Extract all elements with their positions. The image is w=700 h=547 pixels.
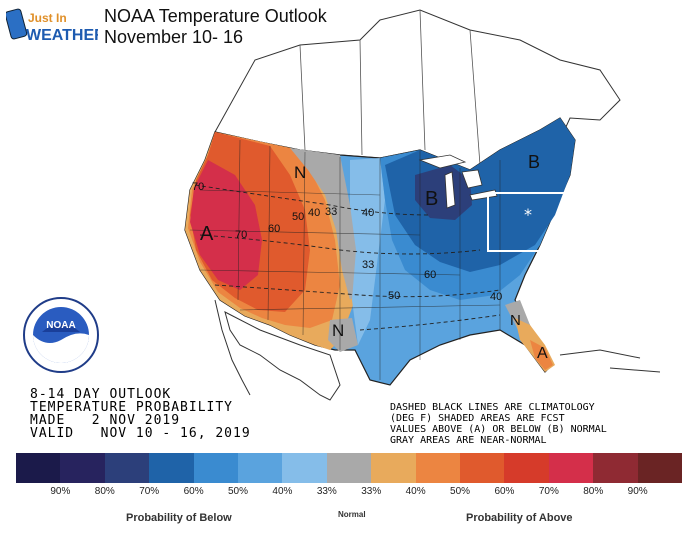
- noaa-seal-icon: NOAA: [23, 297, 99, 373]
- legend-swatch: [326, 453, 372, 483]
- page-title: NOAA Temperature Outlook November 10- 16: [104, 6, 327, 48]
- color-legend: [16, 453, 683, 483]
- legend-swatch: [415, 453, 461, 483]
- legend-swatch: [371, 453, 416, 483]
- above-caption: Probability of Above: [466, 512, 573, 524]
- legend-tick-label: 40%: [405, 486, 426, 497]
- phone-icon: Just In WEATHER: [4, 8, 106, 44]
- label-33b: 33: [362, 259, 374, 271]
- label-40c: 40: [490, 291, 502, 303]
- legend-swatch: [460, 453, 505, 483]
- legend-swatch: [193, 453, 239, 483]
- label-n-north: N: [294, 163, 306, 182]
- label-b-lakes: B: [425, 188, 438, 210]
- outlook-line1: 8-14 DAY OUTLOOK: [30, 387, 172, 402]
- below-caption: Probability of Below: [126, 512, 232, 524]
- below-70-region: [415, 165, 472, 220]
- label-40: 40: [308, 207, 320, 219]
- noaa-text: NOAA: [46, 320, 75, 331]
- note-line1: DASHED BLACK LINES ARE CLIMATOLOGY: [390, 402, 595, 413]
- legend-note: DASHED BLACK LINES ARE CLIMATOLOGY (DEG F…: [390, 402, 607, 446]
- mexico-outline: [214, 299, 341, 401]
- legend-tick-label: 90%: [627, 486, 648, 497]
- label-60b: 60: [424, 269, 436, 281]
- label-b-northeast: B: [528, 152, 540, 172]
- legend-tick-label: 33%: [316, 486, 337, 497]
- legend-tick-label: 80%: [583, 486, 604, 497]
- legend-swatch: [637, 453, 683, 483]
- label-50: 50: [292, 211, 304, 223]
- outlook-info: 8-14 DAY OUTLOOK TEMPERATURE PROBABILITY M…: [30, 388, 251, 440]
- legend-ticks: 90% 80% 70% 60% 50% 40% 33% 33% 40% 50% 60% 70% 80% 9…: [16, 486, 660, 497]
- brand-line2: WEATHER: [26, 27, 98, 44]
- below-40-region: [350, 158, 385, 345]
- legend-swatch: [104, 453, 150, 483]
- note-line2: (DEG F) SHADED AREAS ARE FCST: [390, 413, 565, 424]
- legend-tick-label: 70%: [139, 486, 160, 497]
- legend-tick-label: 50%: [450, 486, 471, 497]
- legend-swatch: [282, 453, 327, 483]
- outlook-line3: MADE 2 NOV 2019: [30, 413, 181, 428]
- florida-above-50-region: [530, 340, 553, 370]
- legend-swatch: [16, 453, 61, 483]
- legend-tick-label: 60%: [494, 486, 515, 497]
- legend-swatch: [593, 453, 638, 483]
- legend-swatch: [548, 453, 594, 483]
- label-70b: 70: [235, 229, 247, 241]
- state-borders: [189, 139, 501, 380]
- label-50b: 50: [388, 290, 400, 302]
- legend-tick-label: 90%: [50, 486, 71, 497]
- outlook-line4: VALID NOV 10 - 16, 2019: [30, 426, 251, 441]
- legend-tick-label: 70%: [538, 486, 559, 497]
- legend-swatch: [504, 453, 549, 483]
- star-marker: *: [524, 205, 532, 224]
- normal-caption: Normal: [338, 510, 366, 519]
- note-line3: VALUES ABOVE (A) OR BELOW (B) NORMAL: [390, 424, 607, 435]
- title-line1: NOAA Temperature Outlook: [104, 6, 327, 26]
- legend-swatch: [238, 453, 283, 483]
- legend-swatch: [149, 453, 194, 483]
- normal-region-south: [328, 318, 358, 352]
- highlight-box: [487, 192, 585, 252]
- legend-tick-label: 80%: [94, 486, 115, 497]
- note-line4: GRAY AREAS ARE NEAR-NORMAL: [390, 435, 547, 446]
- legend-tick-label: 60%: [183, 486, 204, 497]
- title-line2: November 10- 16: [104, 27, 244, 47]
- brand-line1: Just In: [28, 11, 67, 25]
- label-70a: 70: [192, 181, 204, 193]
- outlook-line2: TEMPERATURE PROBABILITY: [30, 400, 234, 415]
- label-40b: 40: [362, 207, 374, 219]
- label-a-west: A: [200, 223, 214, 245]
- label-n-south: N: [332, 321, 344, 340]
- noaa-logo: NOAA: [22, 296, 100, 374]
- climatology-lines: [194, 184, 501, 331]
- legend-swatch: [60, 453, 105, 483]
- label-n-southeast: N: [510, 312, 521, 329]
- label-33a: 33: [325, 206, 337, 218]
- legend-tick-label: 33%: [361, 486, 382, 497]
- normal-region: [290, 148, 362, 300]
- just-in-weather-logo: Just In WEATHER: [4, 6, 106, 46]
- caribbean-outline: [559, 349, 661, 373]
- label-a-florida: A: [537, 345, 548, 362]
- label-60: 60: [268, 223, 280, 235]
- legend-tick-label: 40%: [272, 486, 293, 497]
- legend-tick-label: 50%: [228, 486, 249, 497]
